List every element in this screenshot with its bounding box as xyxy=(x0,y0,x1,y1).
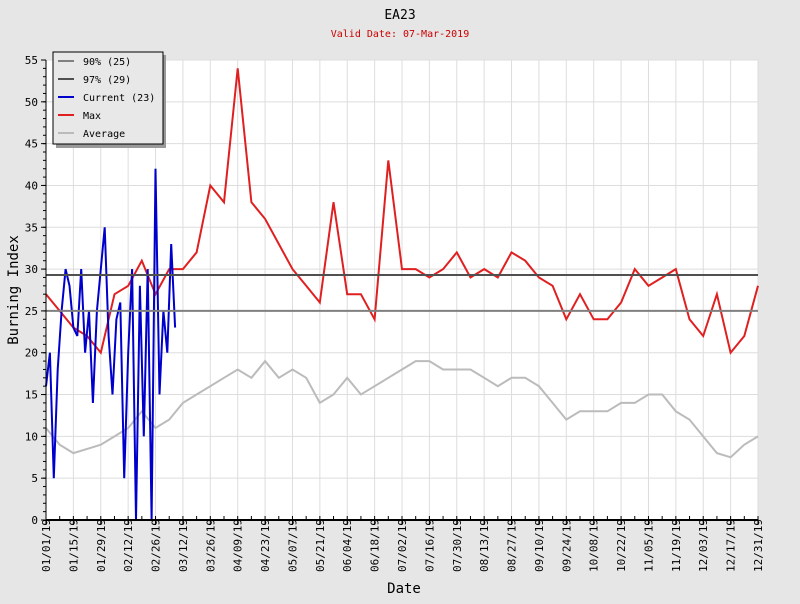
y-tick-label: 10 xyxy=(25,430,38,443)
x-tick-label: 04/23/19 xyxy=(259,519,272,572)
chart-title: EA23 xyxy=(384,8,415,23)
average-line xyxy=(45,359,759,459)
current-line xyxy=(45,168,177,521)
y-tick-label: 5 xyxy=(31,472,38,485)
x-tick-label: 07/16/19 xyxy=(423,519,436,572)
x-axis-label: Date xyxy=(387,581,421,597)
y-tick-label: 35 xyxy=(25,221,38,234)
x-tick-label: 12/31/19 xyxy=(752,519,765,572)
y-axis-label: Burning Index xyxy=(6,235,22,345)
x-tick-label: 11/05/19 xyxy=(642,519,655,572)
x-tick-label: 10/08/19 xyxy=(588,519,601,572)
x-tick-label: 09/10/19 xyxy=(533,519,546,572)
legend-label: Current (23) xyxy=(83,93,155,104)
y-tick-label: 20 xyxy=(25,347,38,360)
x-tick-label: 02/12/19 xyxy=(122,519,135,572)
legend-label: 97% (29) xyxy=(83,75,131,86)
x-tick-label: 11/19/19 xyxy=(670,519,683,572)
y-tick-label: 30 xyxy=(25,263,38,276)
x-tick-label: 01/01/19 xyxy=(40,519,53,572)
x-tick-label: 05/07/19 xyxy=(286,519,299,572)
y-tick-label: 25 xyxy=(25,305,38,318)
legend-label: Average xyxy=(83,129,125,140)
x-tick-label: 04/09/19 xyxy=(232,519,245,572)
x-tick-label: 06/18/19 xyxy=(369,519,382,572)
y-tick-label: 50 xyxy=(25,96,38,109)
legend-label: Max xyxy=(83,111,101,122)
x-tick-label: 01/15/19 xyxy=(67,519,80,572)
y-tick-label: 40 xyxy=(25,179,38,192)
x-tick-label: 10/22/19 xyxy=(615,519,628,572)
x-tick-label: 02/26/19 xyxy=(150,519,163,572)
x-tick-label: 07/30/19 xyxy=(451,519,464,572)
x-tick-label: 12/17/19 xyxy=(725,519,738,572)
y-tick-label: 55 xyxy=(25,54,38,67)
x-tick-label: 05/21/19 xyxy=(314,519,327,572)
x-tick-label: 01/29/19 xyxy=(95,519,108,572)
y-tick-label: 45 xyxy=(25,138,38,151)
legend: 90% (25) 97% (29) Current (23) Max Average xyxy=(52,51,166,148)
x-tick-label: 08/13/19 xyxy=(478,519,491,572)
x-tick-label: 03/12/19 xyxy=(177,519,190,572)
x-tick-label: 07/02/19 xyxy=(396,519,409,572)
legend-label: 90% (25) xyxy=(83,57,131,68)
y-tick-label: 15 xyxy=(25,389,38,402)
x-tick-label: 08/27/19 xyxy=(506,519,519,572)
x-tick-label: 12/03/19 xyxy=(697,519,710,572)
y-tick-label: 0 xyxy=(31,514,38,527)
x-tick-label: 03/26/19 xyxy=(204,519,217,572)
x-tick-label: 09/24/19 xyxy=(560,519,573,572)
chart-subtitle: Valid Date: 07-Mar-2019 xyxy=(331,29,469,40)
x-tick-label: 06/04/19 xyxy=(341,519,354,572)
